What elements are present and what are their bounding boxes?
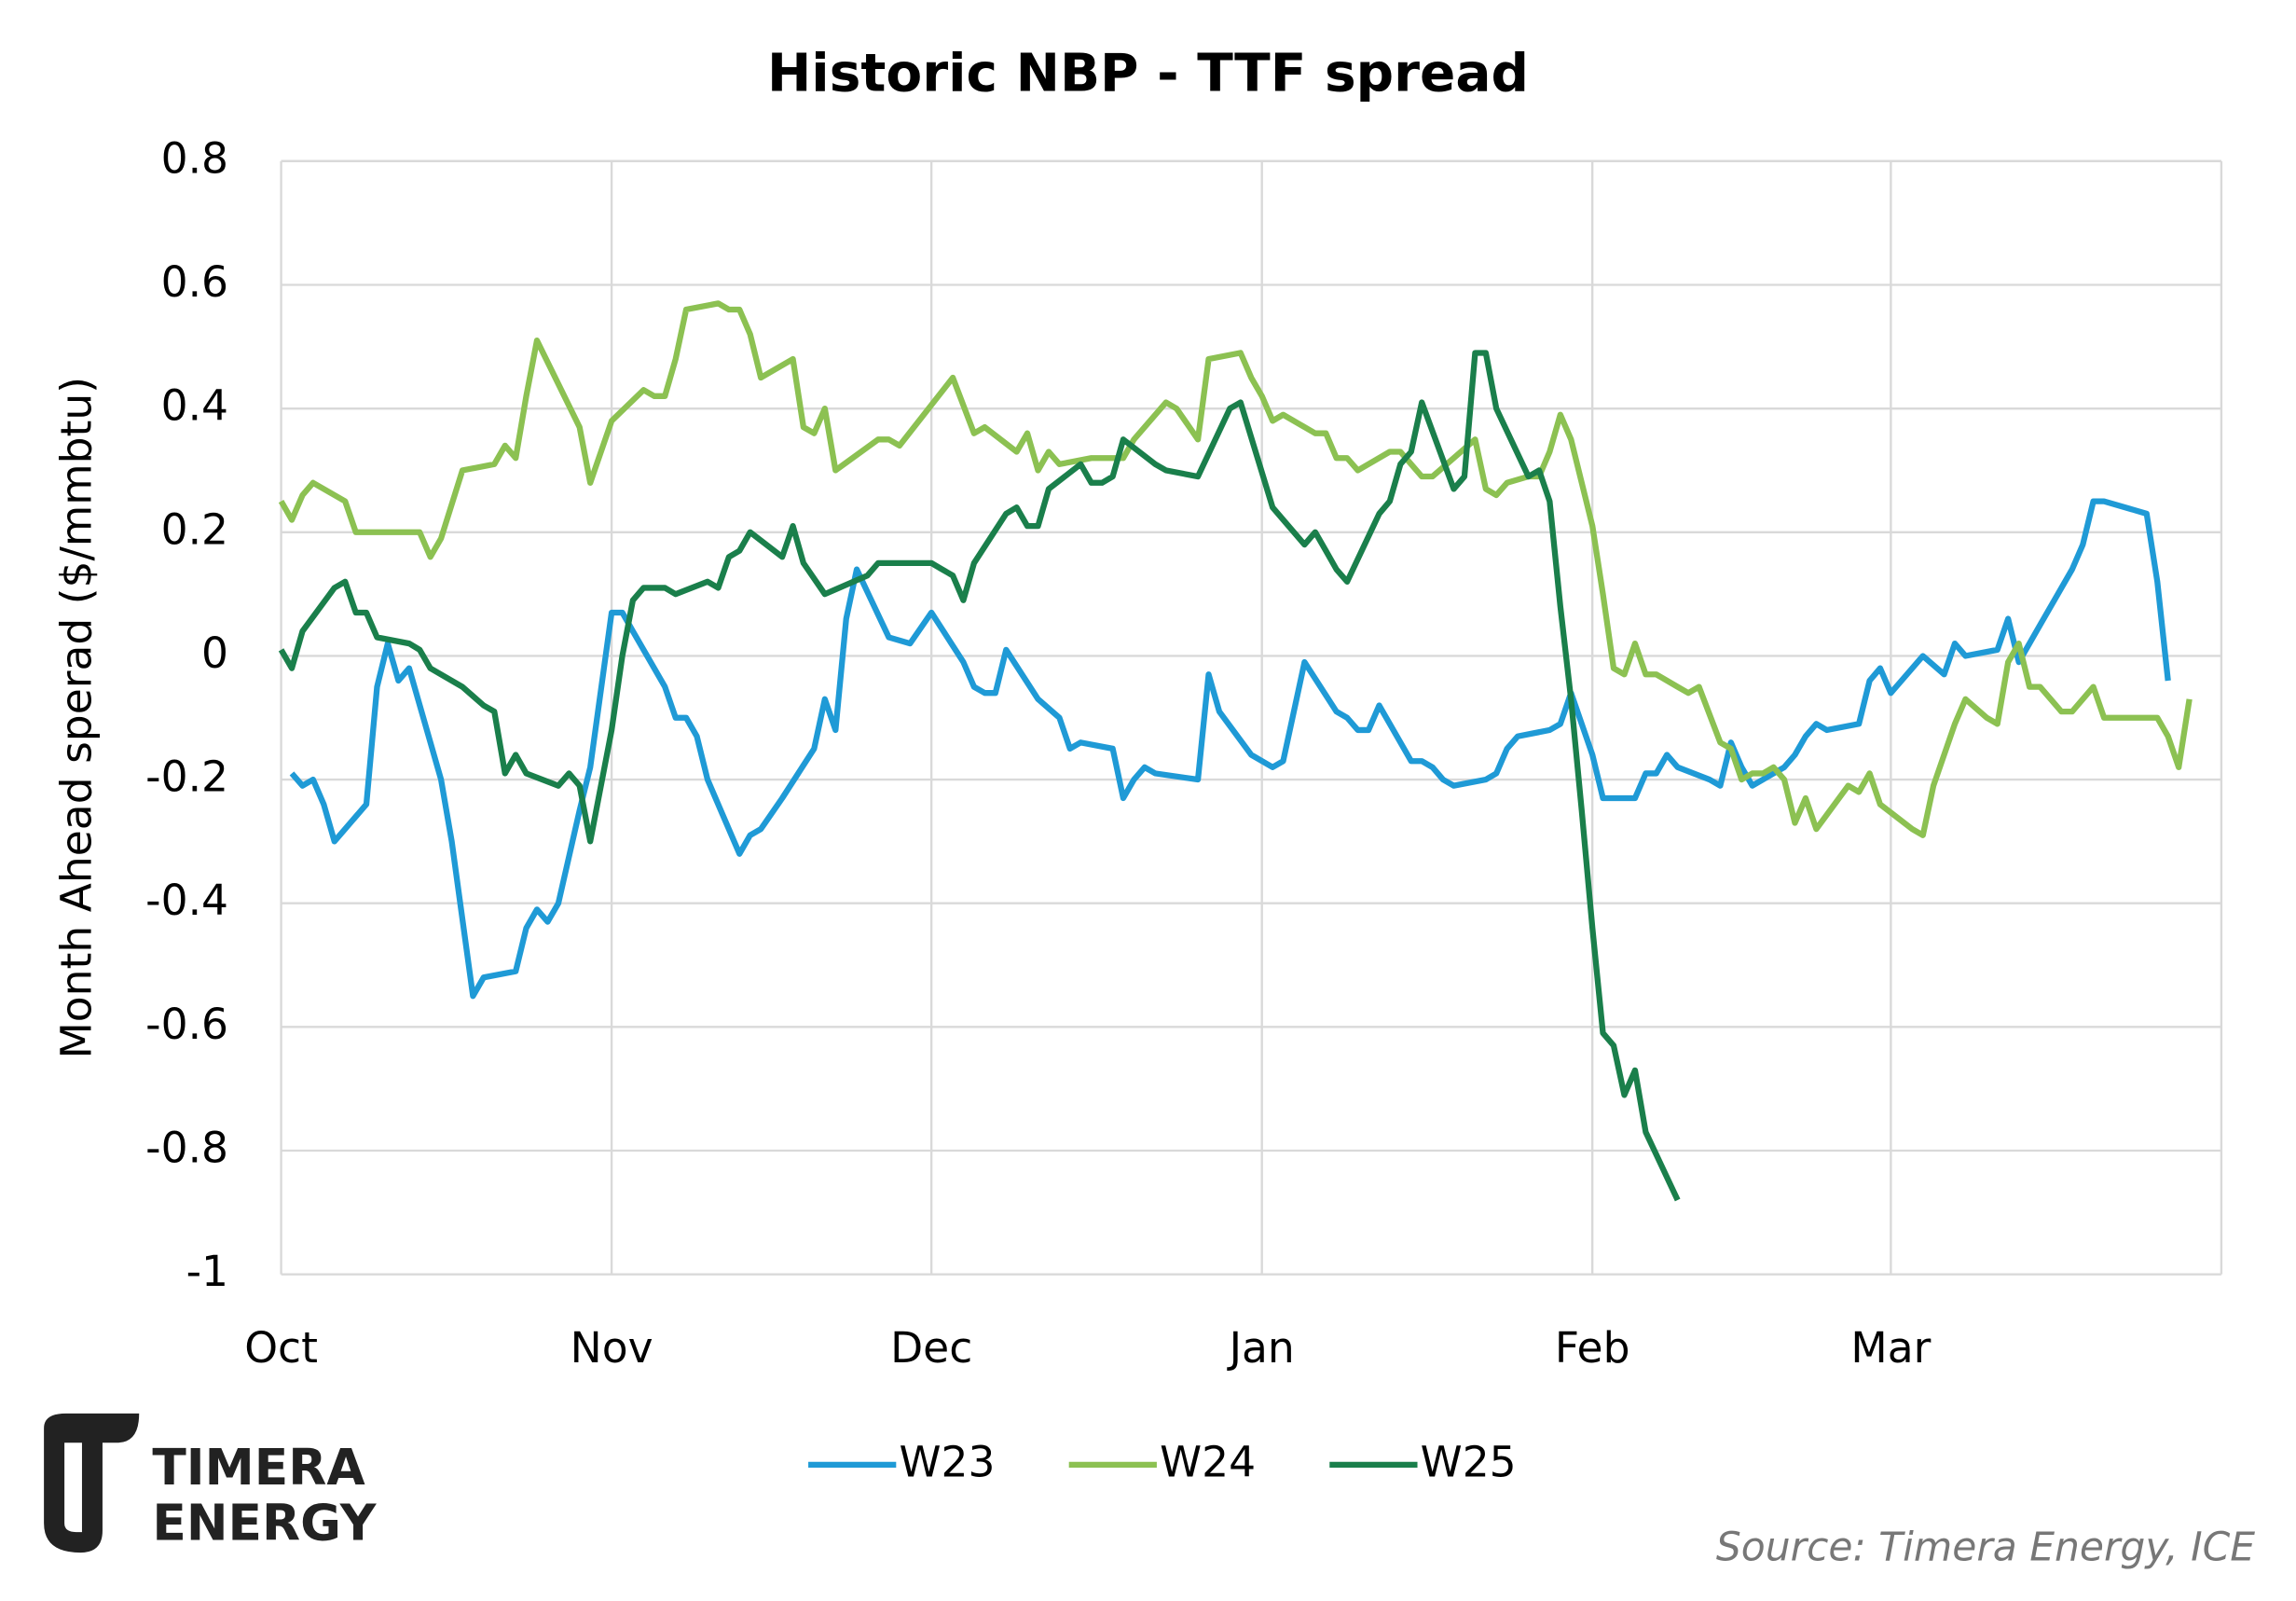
logo-mark bbox=[44, 1413, 140, 1553]
series-line bbox=[278, 300, 2193, 838]
y-tick-label: 0.2 bbox=[161, 504, 228, 554]
y-tick-label: -0.6 bbox=[145, 1000, 228, 1049]
series-line bbox=[289, 498, 2171, 1000]
legend-label: W23 bbox=[899, 1437, 995, 1486]
legend-label: W24 bbox=[1160, 1437, 1256, 1486]
y-tick-label: -0.8 bbox=[145, 1124, 228, 1173]
x-tick-label: Nov bbox=[571, 1323, 653, 1373]
x-tick-label: Jan bbox=[1227, 1323, 1295, 1373]
y-tick-label: 0 bbox=[201, 628, 228, 678]
x-tick-label: Mar bbox=[1850, 1323, 1931, 1373]
y-tick-label: 0.8 bbox=[161, 133, 228, 183]
legend-label: W25 bbox=[1421, 1437, 1517, 1486]
y-axis-label: Month Ahead sperad ($/mmbtu) bbox=[51, 377, 101, 1059]
y-tick-label: -0.4 bbox=[145, 876, 228, 925]
x-tick-label: Feb bbox=[1555, 1323, 1630, 1373]
y-tick-label: 0.4 bbox=[161, 381, 228, 431]
logo: TIMERA ENERGY bbox=[44, 1413, 378, 1553]
x-tick-label: Oct bbox=[244, 1323, 318, 1373]
x-tick-label: Dec bbox=[890, 1323, 972, 1373]
logo-text: ENERGY bbox=[152, 1493, 377, 1552]
series-line bbox=[278, 350, 1681, 1202]
chart-title: Historic NBP - TTF spread bbox=[767, 43, 1529, 104]
y-tick-label: 0.6 bbox=[161, 257, 228, 307]
source-note: Source: Timera Energy, ICE bbox=[1716, 1525, 2255, 1570]
y-tick-label: -1 bbox=[186, 1247, 228, 1296]
logo-text: TIMERA bbox=[152, 1438, 365, 1497]
y-tick-label: -0.2 bbox=[145, 752, 228, 802]
